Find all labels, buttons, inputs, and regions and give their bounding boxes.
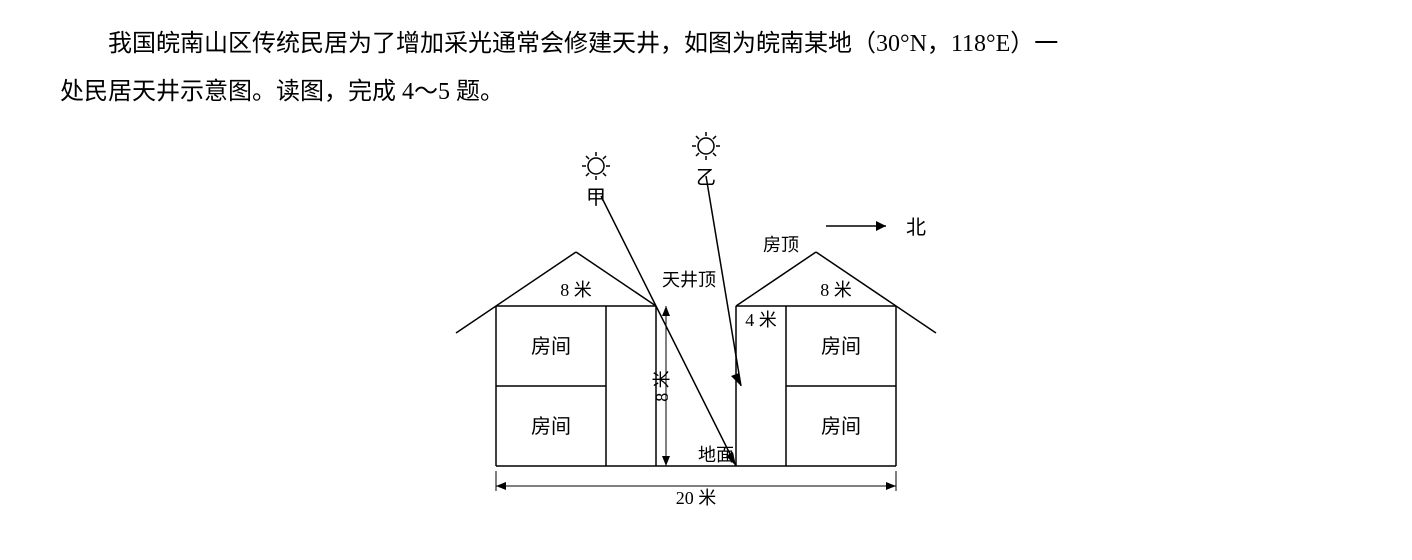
width-20m-arrow-right <box>886 482 896 490</box>
width-20m-arrow-left <box>496 482 506 490</box>
width-4m-label: 4 米 <box>745 310 777 330</box>
sun-jia-label: 甲 <box>586 187 606 209</box>
question-text: 我国皖南山区传统民居为了增加采光通常会修建天井，如图为皖南某地（30°N，118… <box>0 0 1412 126</box>
north-label: 北 <box>906 216 926 239</box>
width-20m-label: 20 米 <box>676 488 717 508</box>
left-roof-outer <box>456 252 576 333</box>
sun-ray-jia-upper <box>601 196 656 306</box>
width-8m-right-label: 8 米 <box>820 280 852 300</box>
room-label-1: 房间 <box>531 335 571 358</box>
question-line2: 处民居天井示意图。读图，完成 4～5 题。 <box>60 79 504 105</box>
height-8m-arrow-top <box>662 306 670 316</box>
height-8m-arrow-bottom <box>662 456 670 466</box>
height-8m-label: 8 米 <box>652 370 672 402</box>
room-label-4: 房间 <box>821 415 861 438</box>
right-roof-inner <box>736 252 816 306</box>
roof-label: 房顶 <box>763 235 799 255</box>
question-line1: 我国皖南山区传统民居为了增加采光通常会修建天井，如图为皖南某地（30°N，118… <box>60 20 1352 68</box>
room-label-3: 房间 <box>821 335 861 358</box>
house-diagram: 甲 乙 北 <box>406 126 1006 526</box>
sun-jia-icon <box>582 152 610 180</box>
width-8m-left-label: 8 米 <box>560 280 592 300</box>
sun-yi-icon <box>692 132 720 160</box>
room-label-2: 房间 <box>531 415 571 438</box>
ground-label: 地面 <box>698 445 734 465</box>
tianjing-top-label: 天井顶 <box>662 270 716 290</box>
diagram-svg: 甲 乙 北 <box>406 126 1006 526</box>
north-arrow-head <box>876 221 886 231</box>
